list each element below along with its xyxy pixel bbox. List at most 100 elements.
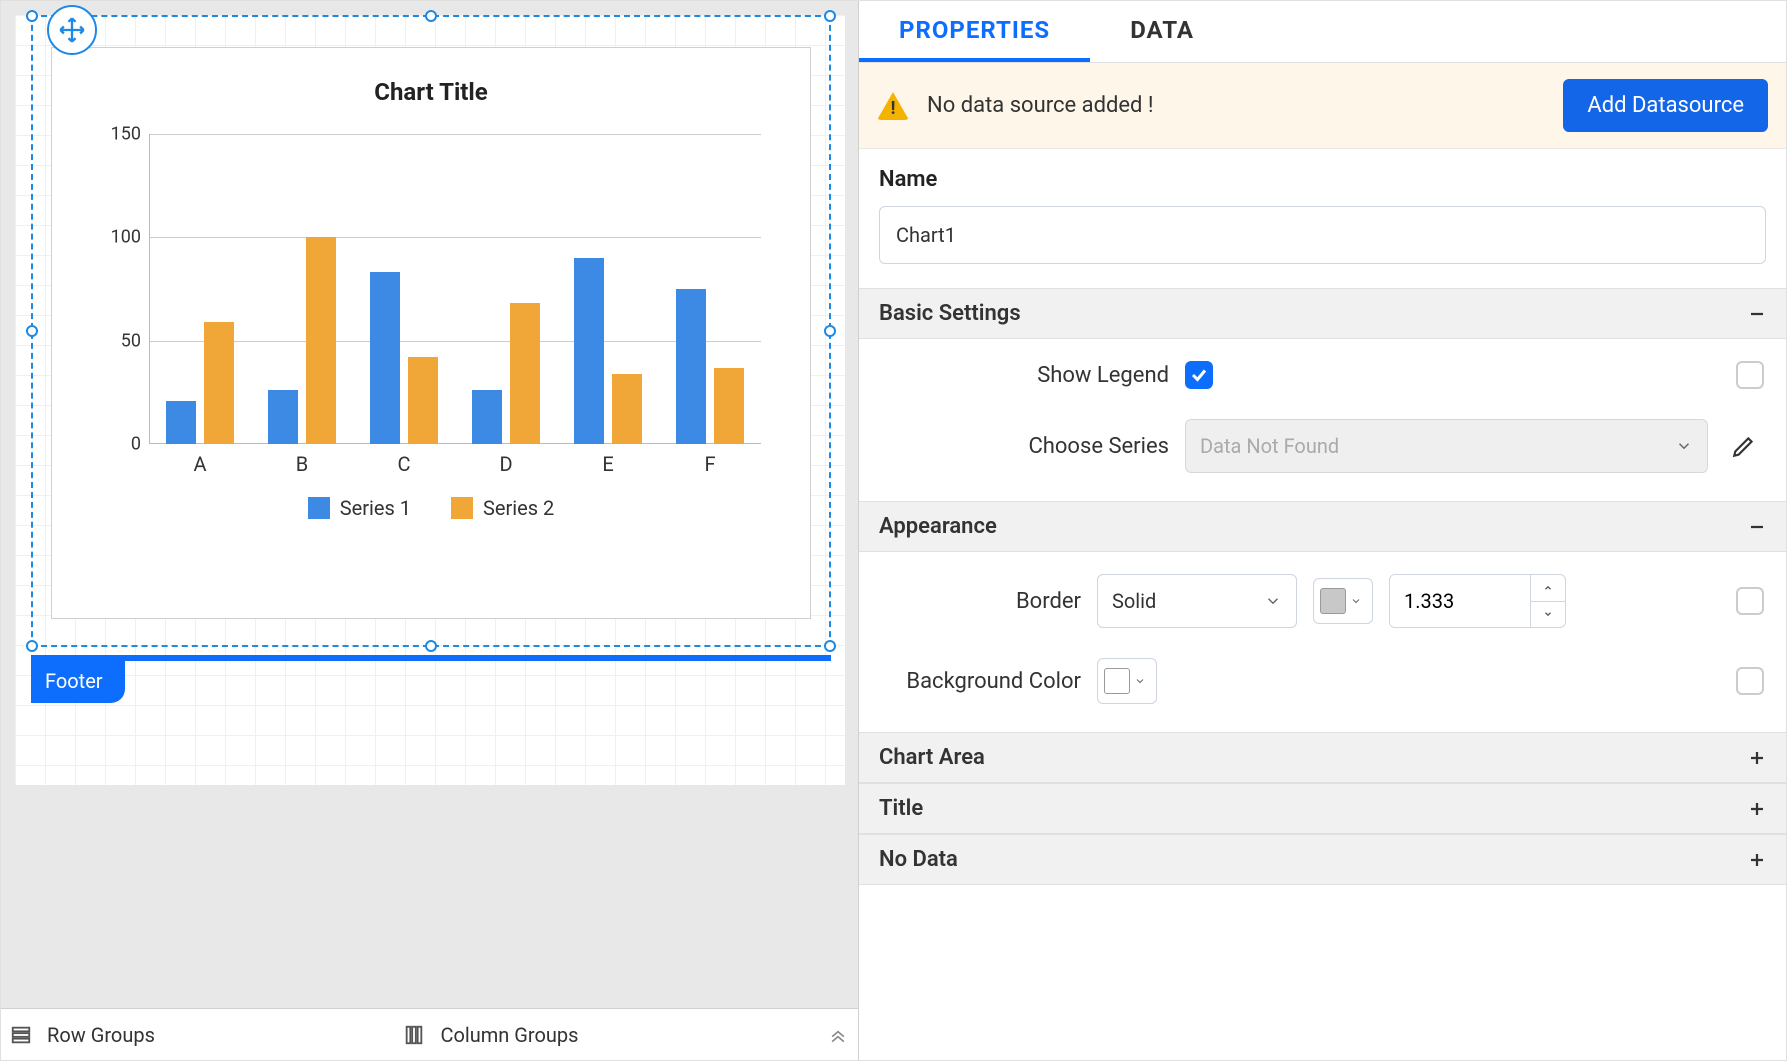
x-tick-label: C: [394, 452, 414, 476]
border-style-value: Solid: [1112, 589, 1156, 613]
chevron-down-icon: [1264, 592, 1282, 610]
border-label: Border: [881, 589, 1081, 614]
tab-properties[interactable]: PROPERTIES: [859, 1, 1090, 62]
alert-text: No data source added !: [927, 93, 1545, 118]
groups-bar: Row Groups Column Groups: [1, 1008, 858, 1060]
title-section-header[interactable]: Title: [859, 783, 1786, 834]
y-tick-label: 0: [101, 434, 141, 455]
collapse-icon: [1748, 305, 1766, 323]
y-tick-label: 100: [101, 227, 141, 248]
chart-bar: [612, 374, 642, 444]
row-groups-icon: [9, 1023, 33, 1047]
chart-area-title: Chart Area: [879, 745, 985, 770]
appearance-title: Appearance: [879, 514, 997, 539]
resize-handle[interactable]: [824, 10, 836, 22]
legend-label: Series 1: [340, 496, 411, 520]
resize-handle[interactable]: [824, 325, 836, 337]
border-style-select[interactable]: Solid: [1097, 574, 1297, 628]
chart-bar: [268, 390, 298, 444]
title-section-title: Title: [879, 796, 923, 821]
chart-title: Chart Title: [374, 78, 487, 106]
chart-bar: [472, 390, 502, 444]
properties-panel: PROPERTIES DATA No data source added ! A…: [859, 1, 1786, 1060]
bgcolor-extra-checkbox[interactable]: [1736, 667, 1764, 695]
chart-bar: [676, 289, 706, 444]
x-tick-label: B: [292, 452, 312, 476]
panel-tabs: PROPERTIES DATA: [859, 1, 1786, 63]
x-tick-label: F: [700, 452, 720, 476]
edit-series-icon[interactable]: [1724, 426, 1764, 466]
no-data-title: No Data: [879, 847, 958, 872]
collapse-groups-icon[interactable]: [826, 1023, 850, 1047]
border-color-swatch: [1320, 588, 1346, 614]
chart-plot: 0 50 100 150 A B C D E F: [91, 124, 771, 484]
x-tick-label: D: [496, 452, 516, 476]
appearance-body: Border Solid: [859, 552, 1786, 732]
choose-series-select[interactable]: Data Not Found: [1185, 419, 1708, 473]
chart-bar: [166, 401, 196, 444]
expand-icon: [1748, 749, 1766, 767]
tab-data[interactable]: DATA: [1090, 1, 1234, 62]
chart-bar: [510, 303, 540, 444]
appearance-header[interactable]: Appearance: [859, 501, 1786, 552]
warning-icon: [877, 92, 909, 120]
chart-widget[interactable]: Chart Title 050100150ABCDEF Series 1Seri…: [51, 47, 811, 619]
legend-swatch: [308, 497, 330, 519]
legend-item: Series 2: [451, 496, 554, 520]
design-surface[interactable]: Chart Title 050100150ABCDEF Series 1Seri…: [15, 15, 845, 785]
choose-series-label: Choose Series: [881, 434, 1169, 459]
resize-handle[interactable]: [26, 325, 38, 337]
canvas-scroll: Chart Title 050100150ABCDEF Series 1Seri…: [1, 1, 858, 1008]
chart-bar: [204, 322, 234, 444]
x-tick-label: E: [598, 452, 618, 476]
expand-icon: [1748, 851, 1766, 869]
y-tick-label: 50: [101, 330, 141, 351]
border-width-spinner[interactable]: [1389, 574, 1566, 628]
name-input[interactable]: [879, 206, 1766, 264]
expand-icon: [1748, 800, 1766, 818]
spinner-up-icon[interactable]: [1531, 575, 1565, 602]
resize-handle[interactable]: [425, 640, 437, 652]
choose-series-value: Data Not Found: [1200, 434, 1339, 458]
bgcolor-label: Background Color: [881, 669, 1081, 694]
basic-settings-header[interactable]: Basic Settings: [859, 288, 1786, 339]
chart-bar: [408, 357, 438, 444]
show-legend-extra-checkbox[interactable]: [1736, 361, 1764, 389]
chart-bar: [714, 368, 744, 444]
column-groups-label[interactable]: Column Groups: [440, 1023, 578, 1047]
chart-area-header[interactable]: Chart Area: [859, 732, 1786, 783]
resize-handle[interactable]: [26, 10, 38, 22]
x-tick-label: A: [190, 452, 210, 476]
basic-settings-body: Show Legend Choose Series Data Not Found: [859, 339, 1786, 501]
row-groups-label[interactable]: Row Groups: [47, 1023, 155, 1047]
collapse-icon: [1748, 518, 1766, 536]
column-groups-icon: [402, 1023, 426, 1047]
spinner-down-icon[interactable]: [1531, 602, 1565, 628]
section-divider[interactable]: [31, 655, 831, 661]
name-label: Name: [879, 167, 1766, 192]
canvas-pane: Chart Title 050100150ABCDEF Series 1Seri…: [1, 1, 859, 1060]
basic-settings-title: Basic Settings: [879, 301, 1021, 326]
move-handle-icon[interactable]: [47, 5, 97, 55]
name-section: Name: [859, 148, 1786, 288]
add-datasource-button[interactable]: Add Datasource: [1563, 79, 1768, 132]
resize-handle[interactable]: [824, 640, 836, 652]
chart-legend: Series 1 Series 2: [308, 496, 555, 520]
resize-handle[interactable]: [425, 10, 437, 22]
resize-handle[interactable]: [26, 640, 38, 652]
bgcolor-swatch: [1104, 668, 1130, 694]
legend-item: Series 1: [308, 496, 411, 520]
legend-label: Series 2: [483, 496, 554, 520]
legend-swatch: [451, 497, 473, 519]
border-color-picker[interactable]: [1313, 578, 1373, 624]
footer-section-tag[interactable]: Footer: [31, 661, 125, 703]
border-extra-checkbox[interactable]: [1736, 587, 1764, 615]
show-legend-checkbox[interactable]: [1185, 361, 1213, 389]
show-legend-label: Show Legend: [881, 363, 1169, 388]
border-width-input[interactable]: [1390, 575, 1530, 627]
no-data-header[interactable]: No Data: [859, 834, 1786, 885]
datasource-alert: No data source added ! Add Datasource: [859, 63, 1786, 148]
bgcolor-picker[interactable]: [1097, 658, 1157, 704]
chart-bar: [574, 258, 604, 444]
y-tick-label: 150: [101, 124, 141, 145]
